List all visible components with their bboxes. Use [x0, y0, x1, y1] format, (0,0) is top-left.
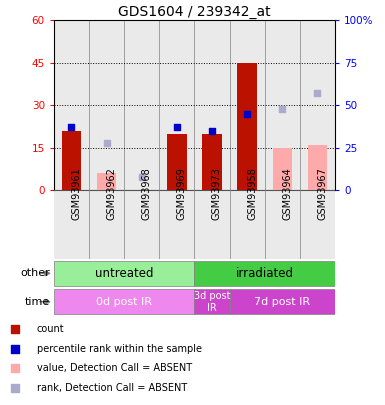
Bar — [54, 20, 89, 190]
Bar — [238, 63, 257, 190]
Bar — [264, 20, 300, 190]
Bar — [194, 261, 335, 286]
Text: GSM93973: GSM93973 — [212, 167, 222, 220]
Bar — [159, 20, 194, 190]
Bar — [308, 145, 327, 190]
Text: GSM93968: GSM93968 — [142, 167, 152, 220]
Text: 0d post IR: 0d post IR — [96, 297, 152, 307]
Point — [209, 128, 215, 134]
Text: percentile rank within the sample: percentile rank within the sample — [37, 344, 202, 354]
Text: rank, Detection Call = ABSENT: rank, Detection Call = ABSENT — [37, 383, 187, 393]
Text: value, Detection Call = ABSENT: value, Detection Call = ABSENT — [37, 363, 192, 373]
Bar — [62, 131, 81, 190]
Text: other: other — [20, 269, 50, 278]
Point — [104, 139, 110, 146]
Bar — [229, 190, 265, 259]
Point — [244, 111, 250, 117]
Bar — [194, 190, 229, 259]
Bar — [229, 20, 265, 190]
Bar — [54, 190, 89, 259]
Text: untreated: untreated — [95, 267, 153, 280]
Bar — [89, 20, 124, 190]
Bar — [264, 190, 300, 259]
Bar — [229, 289, 335, 314]
Point — [69, 124, 75, 131]
Text: GSM93962: GSM93962 — [107, 167, 117, 220]
Bar — [300, 190, 335, 259]
Text: GSM93969: GSM93969 — [177, 167, 187, 220]
Bar — [54, 261, 194, 286]
Bar — [203, 134, 222, 190]
Point — [330, 25, 336, 32]
Bar — [97, 173, 116, 190]
Title: GDS1604 / 239342_at: GDS1604 / 239342_at — [118, 5, 271, 19]
Point — [139, 173, 145, 180]
Point — [314, 90, 320, 97]
Bar — [194, 20, 229, 190]
Bar — [124, 190, 159, 259]
Text: irradiated: irradiated — [236, 267, 294, 280]
Text: count: count — [37, 324, 64, 334]
Text: time: time — [25, 297, 50, 307]
Bar — [273, 148, 292, 190]
Bar — [54, 289, 194, 314]
Text: GSM93964: GSM93964 — [282, 167, 292, 220]
Text: 7d post IR: 7d post IR — [254, 297, 310, 307]
Text: GSM93958: GSM93958 — [247, 167, 257, 220]
Bar — [159, 190, 194, 259]
Text: 3d post
IR: 3d post IR — [194, 291, 230, 313]
Bar — [194, 289, 229, 314]
Bar — [124, 20, 159, 190]
Bar — [300, 20, 335, 190]
Point — [330, 203, 336, 210]
Text: GSM93967: GSM93967 — [317, 167, 327, 220]
Bar — [167, 134, 186, 190]
Point — [174, 124, 180, 131]
Text: GSM93961: GSM93961 — [72, 167, 82, 220]
Bar — [89, 190, 124, 259]
Point — [279, 105, 285, 112]
